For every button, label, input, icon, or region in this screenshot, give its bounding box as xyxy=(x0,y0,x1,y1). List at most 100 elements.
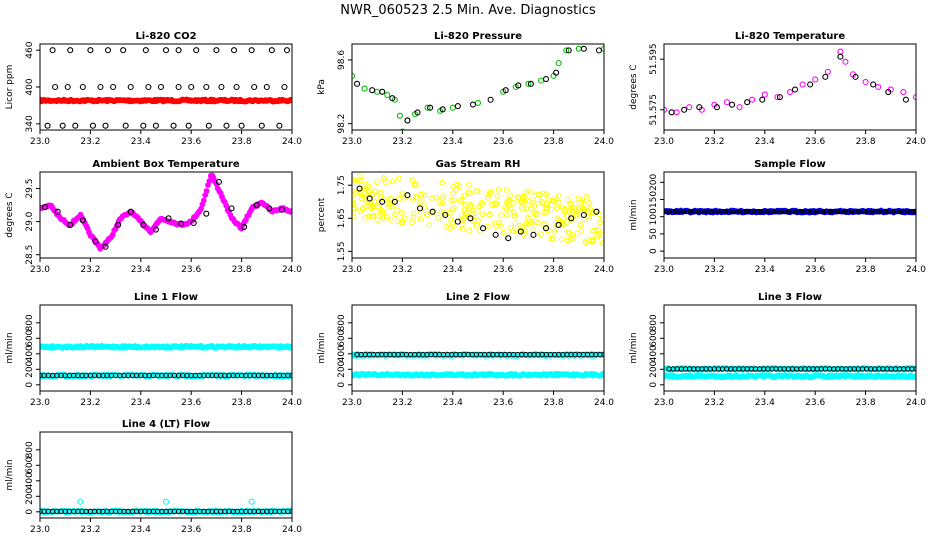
plot-frame xyxy=(39,304,293,392)
y-axis-label: degrees C xyxy=(5,192,15,237)
series-open xyxy=(353,45,603,124)
data-point xyxy=(551,198,557,205)
data-point xyxy=(440,200,446,206)
data-point xyxy=(913,373,916,380)
data-point xyxy=(358,177,365,184)
data-point xyxy=(672,208,678,215)
data-point xyxy=(567,200,573,207)
data-point xyxy=(745,208,751,215)
data-point xyxy=(806,208,813,215)
data-point xyxy=(601,372,604,378)
x-tick-label: 24.0 xyxy=(282,398,302,408)
data-point xyxy=(416,199,423,206)
data-point xyxy=(525,80,532,87)
data-point xyxy=(854,208,860,215)
data-point xyxy=(418,208,424,215)
y-tick-label: 0 xyxy=(25,509,35,515)
plot-frame xyxy=(351,43,605,131)
data-point xyxy=(263,83,270,91)
data-point xyxy=(371,198,378,205)
plot-area xyxy=(664,48,916,116)
data-point xyxy=(722,208,729,215)
data-point xyxy=(725,208,732,215)
data-point xyxy=(525,220,532,227)
data-point xyxy=(558,236,565,243)
data-point xyxy=(736,104,743,111)
data-point xyxy=(466,227,473,234)
data-point xyxy=(600,216,604,223)
x-tick-label: 23.8 xyxy=(856,265,876,275)
data-point xyxy=(714,208,720,215)
data-point xyxy=(770,208,776,215)
data-point xyxy=(826,208,832,215)
data-point xyxy=(588,238,595,245)
panel-title: Li-820 Temperature xyxy=(735,31,845,42)
data-point xyxy=(555,192,562,199)
data-point xyxy=(162,47,170,54)
data-point xyxy=(496,219,502,226)
data-point xyxy=(829,208,835,215)
x-tick-label: 23.0 xyxy=(30,398,50,408)
panel-title: Li-820 Pressure xyxy=(434,31,522,42)
x-tick-label: 23.4 xyxy=(131,137,151,147)
data-point xyxy=(417,216,424,222)
data-point xyxy=(543,191,550,198)
data-point xyxy=(553,205,560,212)
data-point xyxy=(366,188,373,195)
data-point xyxy=(595,47,603,54)
data-point xyxy=(424,104,431,111)
data-point xyxy=(744,99,751,106)
data-point xyxy=(77,498,84,505)
y-tick-label: 600 xyxy=(25,456,35,473)
data-point xyxy=(52,83,59,91)
figure-title: NWR_060523 2.5 Min. Ave. Diagnostics xyxy=(340,3,596,18)
data-point xyxy=(478,201,485,208)
data-point xyxy=(565,47,572,54)
data-point xyxy=(893,208,900,215)
data-point xyxy=(391,198,398,205)
data-point xyxy=(426,222,433,229)
y-tick-label: 1.55 xyxy=(337,241,347,261)
x-tick-label: 23.8 xyxy=(856,137,876,147)
y-tick-label: 200 xyxy=(25,360,35,377)
data-point xyxy=(352,213,357,220)
data-point xyxy=(64,83,71,91)
data-point xyxy=(580,45,587,52)
data-point xyxy=(504,198,511,205)
data-point xyxy=(784,208,790,215)
data-point xyxy=(799,81,806,88)
data-point xyxy=(362,203,369,210)
data-point xyxy=(102,243,109,250)
data-point xyxy=(555,221,562,228)
data-point xyxy=(429,208,436,215)
data-point xyxy=(266,205,273,212)
data-point xyxy=(786,89,794,96)
x-tick-label: 23.8 xyxy=(232,265,252,275)
x-tick-label: 24.0 xyxy=(594,398,614,408)
data-point xyxy=(358,195,365,202)
data-point xyxy=(357,172,363,179)
data-point xyxy=(439,179,446,186)
data-point xyxy=(840,208,846,215)
data-point xyxy=(447,225,453,231)
data-point xyxy=(248,47,255,54)
x-tick-label: 23.4 xyxy=(755,265,775,275)
plot-frame xyxy=(663,43,917,131)
data-point xyxy=(399,219,406,226)
chart-panel: Line 1 Flow ml/min 23.0 23.2 23.4 23.6 23.8 24.… xyxy=(5,292,302,408)
data-point xyxy=(110,83,117,91)
data-point xyxy=(578,228,584,234)
data-point xyxy=(739,208,746,215)
data-point xyxy=(502,204,509,211)
data-point xyxy=(837,208,844,215)
data-point xyxy=(571,205,578,211)
x-tick-label: 23.2 xyxy=(704,137,724,147)
data-point xyxy=(717,208,723,215)
data-point xyxy=(473,188,479,195)
data-point xyxy=(435,214,441,221)
data-point xyxy=(157,83,165,91)
x-tick-label: 24.0 xyxy=(906,398,926,408)
x-tick-label: 23.0 xyxy=(30,265,50,275)
data-point xyxy=(734,208,740,215)
data-point xyxy=(484,223,491,230)
